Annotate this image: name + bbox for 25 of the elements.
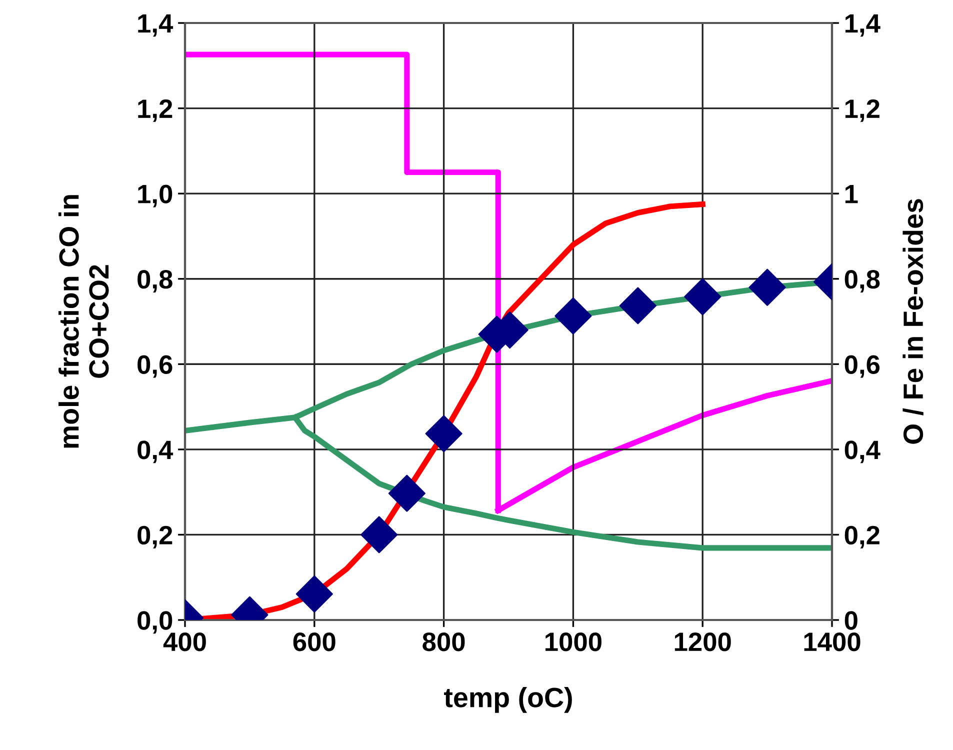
y-tick-label: 1,4 [138, 14, 174, 37]
y2-axis-title: O / Fe in Fe-oxides [902, 199, 924, 444]
y2-tick-label: 0,6 [844, 355, 880, 378]
y2-tick-label: 1 [845, 184, 858, 204]
x-tick-label: 800 [422, 632, 465, 652]
y-axis-title: mole fraction CO in CO+CO2 [58, 195, 109, 448]
y2-tick-label: 0,8 [844, 270, 880, 293]
y2-tick-label: 1,2 [845, 99, 880, 122]
x-tick-label: 1000 [546, 632, 602, 652]
y-tick-label: 0,8 [138, 270, 172, 293]
y2-tick-label: 1,4 [845, 14, 880, 37]
y2-tick-label: 0,4 [844, 440, 880, 464]
x-tick-label: 600 [293, 632, 336, 652]
x-tick-label: 1200 [674, 632, 731, 652]
y-tick-label: 1,2 [138, 99, 172, 122]
y-tick-label: 1,0 [138, 184, 172, 208]
x-axis-title: temp (oC) [444, 686, 572, 713]
x-tick-label: 1400 [804, 632, 860, 652]
y-tick-label: 0,2 [138, 526, 172, 548]
x-tick-label: 400 [163, 632, 206, 652]
y-tick-label: 0,0 [138, 611, 172, 634]
y2-tick-label: 0,2 [844, 526, 880, 548]
y2-tick-label: 0 [844, 611, 858, 630]
y-tick-label: 0,6 [138, 355, 172, 378]
y-tick-label: 0,4 [138, 440, 174, 464]
